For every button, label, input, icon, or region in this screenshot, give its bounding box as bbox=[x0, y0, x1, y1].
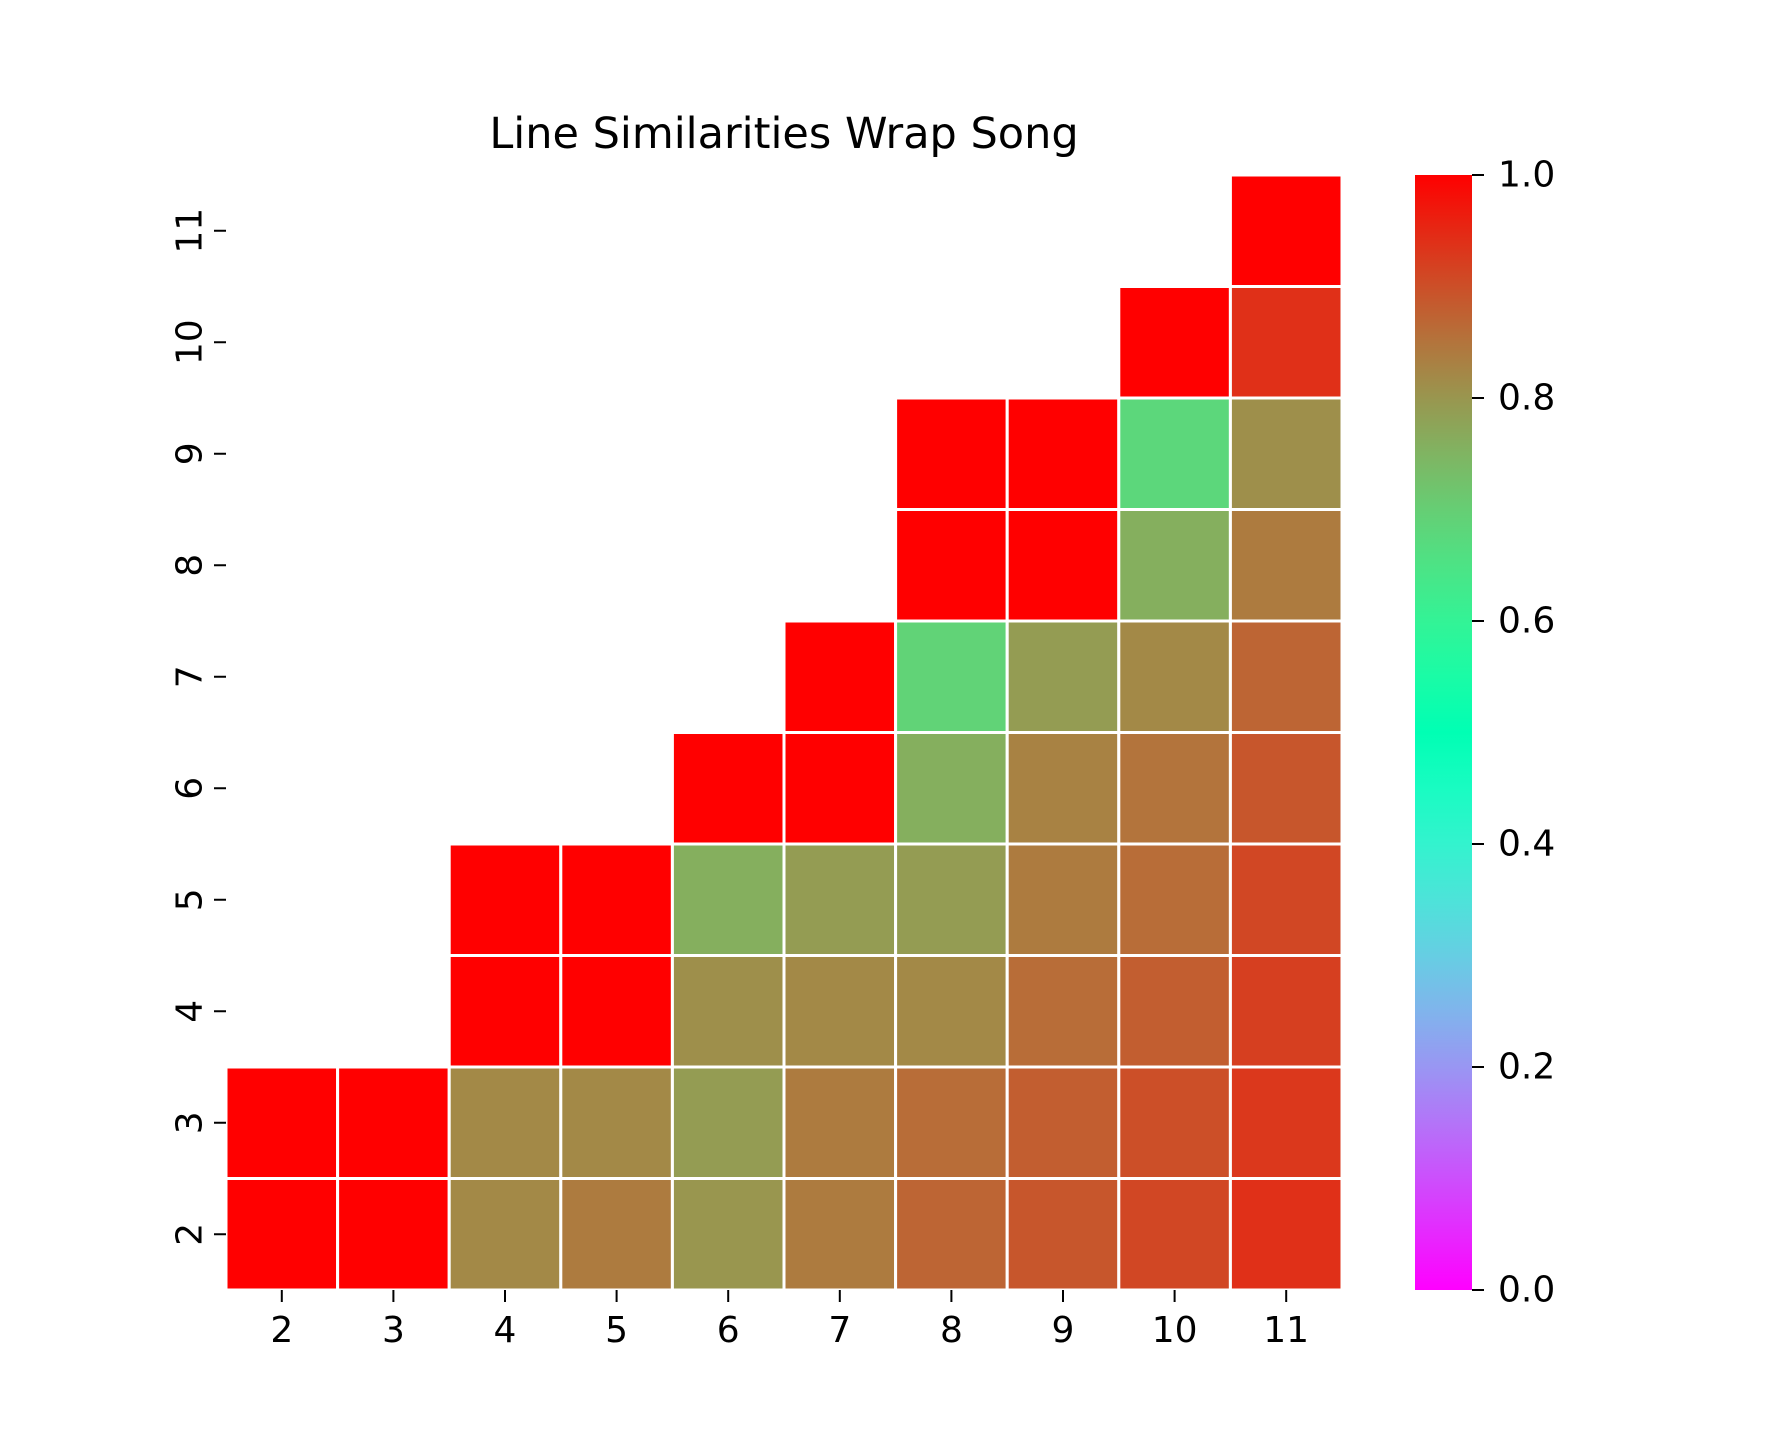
heatmap-cell-3-8 bbox=[894, 1065, 1009, 1180]
heatmap-cell-7-9 bbox=[1005, 619, 1121, 734]
y-tick-label: 9 bbox=[170, 442, 211, 465]
heatmap-cell-2-7 bbox=[782, 1177, 898, 1292]
y-tick-label: 6 bbox=[170, 777, 211, 800]
heatmap-cell-3-4 bbox=[447, 1065, 563, 1180]
heatmap-cell-4-5 bbox=[559, 954, 674, 1069]
heatmap-cell-2-10 bbox=[1117, 1177, 1232, 1292]
y-tick-label: 5 bbox=[170, 888, 211, 911]
colorbar-tick-label: 0.2 bbox=[1498, 1047, 1555, 1088]
heatmap-cell-3-11 bbox=[1228, 1065, 1344, 1180]
heatmap-cell-3-2 bbox=[224, 1065, 340, 1180]
y-tick-label: 10 bbox=[170, 319, 211, 365]
y-tick-label: 3 bbox=[170, 1111, 211, 1134]
colorbar-tick-label: 0.4 bbox=[1498, 824, 1555, 865]
heatmap-cell-9-10 bbox=[1117, 396, 1232, 511]
heatmap-cell-2-11 bbox=[1228, 1177, 1344, 1292]
heatmap-cell-5-8 bbox=[894, 842, 1009, 957]
heatmap-cell-2-4 bbox=[447, 1177, 563, 1292]
heatmap-cell-8-10 bbox=[1117, 508, 1232, 623]
x-tick-label: 9 bbox=[1052, 1310, 1075, 1351]
y-tick-label: 4 bbox=[170, 1000, 211, 1023]
y-axis: 2 3 4 5 6 7 8 9 10 11 bbox=[170, 208, 226, 1246]
heatmap-cell-5-9 bbox=[1005, 842, 1121, 957]
heatmap-cell-9-8 bbox=[894, 396, 1009, 511]
heatmap-cell-3-3 bbox=[336, 1065, 451, 1180]
heatmap-cell-4-9 bbox=[1005, 954, 1121, 1069]
colorbar-tick-label: 0.6 bbox=[1498, 601, 1555, 642]
x-tick-label: 2 bbox=[270, 1310, 293, 1351]
y-tick-label: 11 bbox=[170, 208, 211, 254]
heatmap-cell-6-9 bbox=[1005, 731, 1121, 846]
heatmap-cell-4-11 bbox=[1228, 954, 1344, 1069]
heatmap-cell-7-10 bbox=[1117, 619, 1232, 734]
heatmap-cell-8-11 bbox=[1228, 508, 1344, 623]
heatmap-cell-7-8 bbox=[894, 619, 1009, 734]
heatmap-cell-8-8 bbox=[894, 508, 1009, 623]
heatmap-cell-6-7 bbox=[782, 731, 898, 846]
colorbar-tick-label: 0.8 bbox=[1498, 378, 1555, 419]
heatmap-cell-2-9 bbox=[1005, 1177, 1121, 1292]
heatmap-cell-2-8 bbox=[894, 1177, 1009, 1292]
heatmap-cell-5-4 bbox=[447, 842, 563, 957]
heatmap-cell-6-6 bbox=[670, 731, 786, 846]
heatmap-cell-5-11 bbox=[1228, 842, 1344, 957]
x-axis: 2 3 4 5 6 7 8 9 10 11 bbox=[270, 1290, 1309, 1351]
heatmap-cell-2-6 bbox=[670, 1177, 786, 1292]
x-tick-label: 11 bbox=[1263, 1310, 1309, 1351]
x-tick-label: 10 bbox=[1152, 1310, 1198, 1351]
heatmap-cell-4-6 bbox=[670, 954, 786, 1069]
heatmap-cell-4-8 bbox=[894, 954, 1009, 1069]
x-tick-label: 4 bbox=[494, 1310, 517, 1351]
heatmap-cell-2-5 bbox=[559, 1177, 674, 1292]
heatmap-cells bbox=[224, 173, 1344, 1292]
heatmap-cell-9-11 bbox=[1228, 396, 1344, 511]
heatmap-cell-6-10 bbox=[1117, 731, 1232, 846]
heatmap-cell-6-8 bbox=[894, 731, 1009, 846]
heatmap-cell-11-11 bbox=[1228, 173, 1344, 288]
x-tick-label: 3 bbox=[382, 1310, 405, 1351]
heatmap-cell-6-11 bbox=[1228, 731, 1344, 846]
heatmap-cell-5-6 bbox=[670, 842, 786, 957]
heatmap-cell-7-7 bbox=[782, 619, 898, 734]
heatmap-cell-10-10 bbox=[1117, 285, 1232, 400]
colorbar-tick-label: 0.0 bbox=[1498, 1270, 1555, 1311]
heatmap-cell-2-3 bbox=[336, 1177, 451, 1292]
heatmap-cell-5-5 bbox=[559, 842, 674, 957]
y-tick-label: 7 bbox=[170, 665, 211, 688]
heatmap-cell-4-7 bbox=[782, 954, 898, 1069]
x-tick-label: 5 bbox=[605, 1310, 628, 1351]
x-tick-label: 8 bbox=[940, 1310, 963, 1351]
x-tick-label: 7 bbox=[828, 1310, 851, 1351]
y-tick-label: 2 bbox=[170, 1223, 211, 1246]
colorbar-gradient bbox=[1415, 175, 1472, 1290]
heatmap-cell-10-11 bbox=[1228, 285, 1344, 400]
heatmap-cell-3-5 bbox=[559, 1065, 674, 1180]
heatmap-cell-4-10 bbox=[1117, 954, 1232, 1069]
x-tick-label: 6 bbox=[717, 1310, 740, 1351]
heatmap-cell-3-9 bbox=[1005, 1065, 1121, 1180]
heatmap-cell-8-9 bbox=[1005, 508, 1121, 623]
colorbar: 0.0 0.2 0.4 0.6 0.8 1.0 bbox=[1415, 155, 1555, 1311]
heatmap-cell-5-10 bbox=[1117, 842, 1232, 957]
heatmap-cell-3-10 bbox=[1117, 1065, 1232, 1180]
heatmap-cell-4-4 bbox=[447, 954, 563, 1069]
heatmap-cell-3-7 bbox=[782, 1065, 898, 1180]
colorbar-tick-label: 1.0 bbox=[1498, 155, 1555, 196]
heatmap-cell-9-9 bbox=[1005, 396, 1121, 511]
heatmap-cell-5-7 bbox=[782, 842, 898, 957]
y-tick-label: 8 bbox=[170, 554, 211, 577]
heatmap-cell-7-11 bbox=[1228, 619, 1344, 734]
heatmap-cell-2-2 bbox=[224, 1177, 340, 1292]
chart-title: Line Similarities Wrap Song bbox=[489, 109, 1078, 159]
heatmap-cell-3-6 bbox=[670, 1065, 786, 1180]
